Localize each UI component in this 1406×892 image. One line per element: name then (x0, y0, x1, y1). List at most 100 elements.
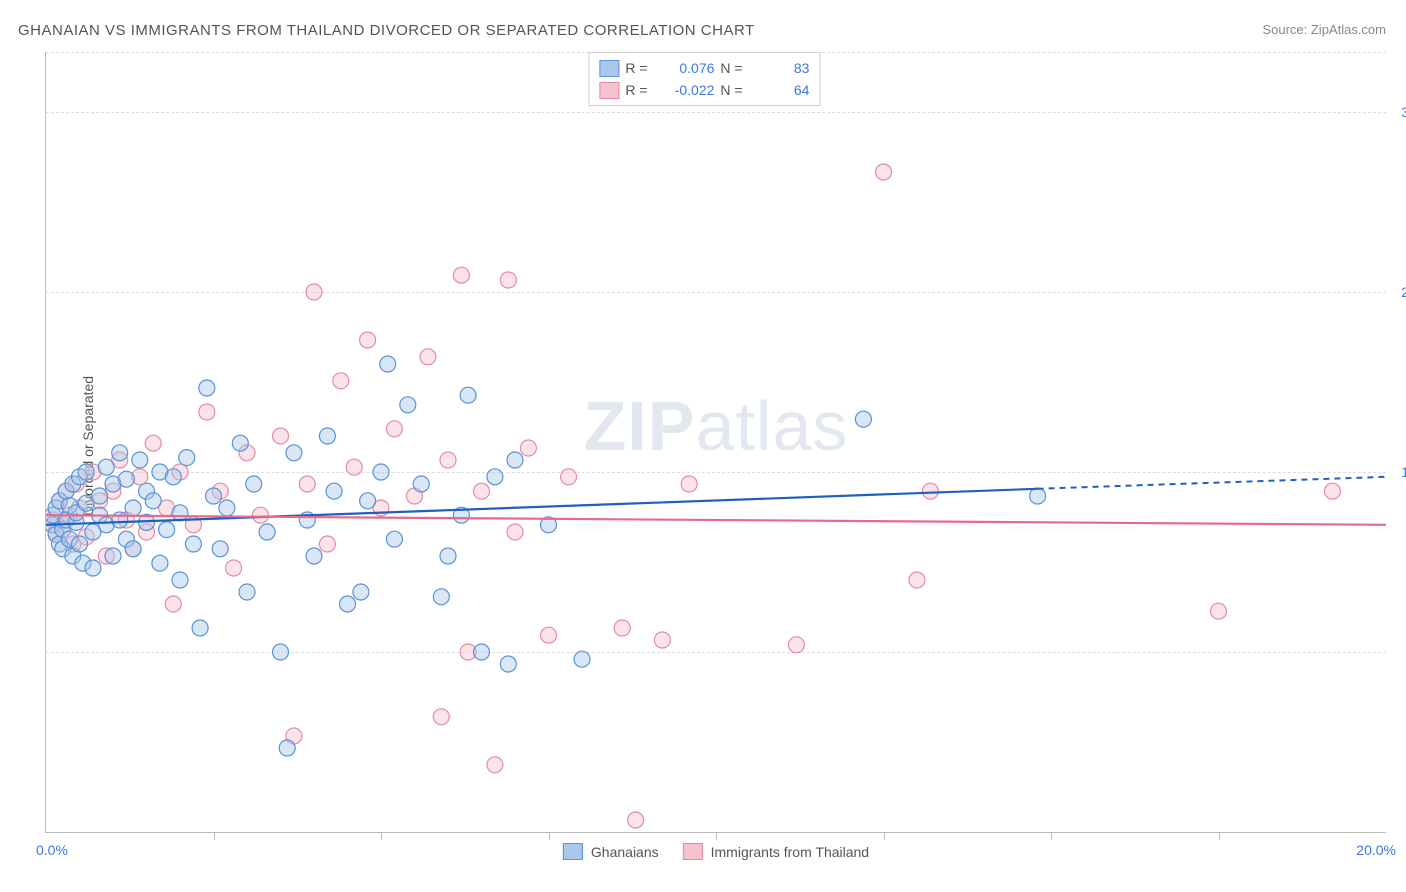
data-point (179, 450, 195, 466)
data-point (507, 524, 523, 540)
data-point (909, 572, 925, 588)
data-point (440, 548, 456, 564)
data-point (1211, 603, 1227, 619)
legend-item: Immigrants from Thailand (683, 843, 869, 860)
data-point (306, 548, 322, 564)
data-point (876, 164, 892, 180)
x-tick (1219, 832, 1220, 840)
data-point (453, 267, 469, 283)
data-point (380, 356, 396, 372)
data-point (487, 757, 503, 773)
data-point (145, 435, 161, 451)
data-point (219, 500, 235, 516)
legend-swatch (683, 843, 703, 860)
data-point (788, 637, 804, 653)
data-point (487, 469, 503, 485)
data-point (98, 459, 114, 475)
n-value-2: 64 (754, 79, 809, 101)
source-prefix: Source: (1262, 22, 1310, 37)
data-point (541, 627, 557, 643)
legend-swatch-1 (599, 60, 619, 77)
data-point (574, 651, 590, 667)
data-point (855, 411, 871, 427)
data-point (340, 596, 356, 612)
data-point (125, 500, 141, 516)
data-point (112, 512, 128, 528)
data-point (420, 349, 436, 365)
data-point (125, 541, 141, 557)
data-point (206, 488, 222, 504)
data-point (520, 440, 536, 456)
data-point (1030, 488, 1046, 504)
legend-label: Ghanaians (591, 844, 659, 860)
r-label: R = (625, 57, 653, 79)
x-axis-min-label: 0.0% (36, 842, 68, 858)
data-point (279, 740, 295, 756)
data-point (212, 541, 228, 557)
n-label: N = (720, 57, 748, 79)
data-point (474, 644, 490, 660)
data-point (500, 656, 516, 672)
data-point (252, 507, 268, 523)
data-point (319, 536, 335, 552)
data-point (561, 469, 577, 485)
data-point (346, 459, 362, 475)
r-label: R = (625, 79, 653, 101)
data-point (373, 464, 389, 480)
data-point (681, 476, 697, 492)
data-point (614, 620, 630, 636)
y-tick-label: 22.5% (1391, 284, 1406, 300)
legend-label: Immigrants from Thailand (711, 844, 869, 860)
x-tick (1051, 832, 1052, 840)
data-point (299, 476, 315, 492)
data-point (145, 493, 161, 509)
data-point (259, 524, 275, 540)
data-point (400, 397, 416, 413)
legend-item: Ghanaians (563, 843, 659, 860)
source-link[interactable]: ZipAtlas.com (1311, 22, 1386, 37)
data-point (413, 476, 429, 492)
data-point (112, 445, 128, 461)
x-tick (214, 832, 215, 840)
data-point (333, 373, 349, 389)
plot-area: ZIPatlas R = 0.076 N = 83 R = -0.022 N =… (45, 52, 1386, 833)
data-point (326, 483, 342, 499)
data-point (185, 536, 201, 552)
data-point (353, 584, 369, 600)
x-axis-max-label: 20.0% (1356, 842, 1396, 858)
series-legend: Ghanaians Immigrants from Thailand (563, 843, 869, 860)
data-point (440, 452, 456, 468)
r-value-1: 0.076 (659, 57, 714, 79)
data-point (165, 596, 181, 612)
data-point (628, 812, 644, 828)
x-tick (381, 832, 382, 840)
data-point (159, 522, 175, 538)
data-point (654, 632, 670, 648)
data-point (132, 452, 148, 468)
data-point (105, 548, 121, 564)
data-point (199, 404, 215, 420)
data-point (500, 272, 516, 288)
data-point (246, 476, 262, 492)
data-point (226, 560, 242, 576)
data-point (1324, 483, 1340, 499)
data-point (386, 531, 402, 547)
data-point (152, 555, 168, 571)
source-attribution: Source: ZipAtlas.com (1262, 22, 1386, 37)
data-point (273, 644, 289, 660)
correlation-legend: R = 0.076 N = 83 R = -0.022 N = 64 (588, 52, 820, 106)
data-point (239, 584, 255, 600)
data-point (474, 483, 490, 499)
data-point (172, 505, 188, 521)
data-point (172, 572, 188, 588)
data-point (118, 471, 134, 487)
data-point (386, 421, 402, 437)
data-point (433, 709, 449, 725)
data-point (286, 445, 302, 461)
x-tick (549, 832, 550, 840)
x-tick (884, 832, 885, 840)
y-tick-label: 7.5% (1391, 644, 1406, 660)
data-point (192, 620, 208, 636)
data-point (273, 428, 289, 444)
data-point (360, 493, 376, 509)
